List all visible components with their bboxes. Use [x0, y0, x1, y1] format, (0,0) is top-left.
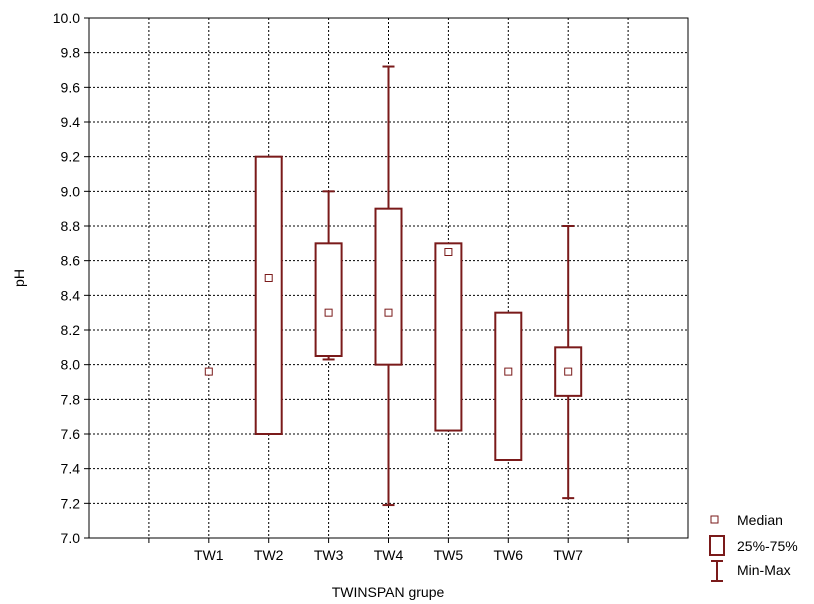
iqr-box — [254, 155, 283, 436]
y-tick-label: 8.6 — [61, 253, 81, 269]
legend-whisker-label: Min-Max — [737, 562, 791, 578]
y-tick-label: 8.2 — [61, 322, 81, 338]
box-tw1 — [204, 367, 213, 376]
legend-median-label: Median — [737, 512, 783, 528]
box-tw3 — [314, 190, 343, 361]
x-tick-label: TW7 — [553, 547, 583, 563]
y-tick-label: 7.6 — [61, 426, 81, 442]
iqr-box — [314, 242, 343, 357]
y-tick-label: 9.0 — [61, 183, 81, 199]
y-axis-ticks: 7.0 7.2 7.4 7.6 7.8 8.0 8.2 8.4 8.6 8.8 9.0 9.2 9.4 9… — [53, 10, 89, 546]
median-marker — [444, 248, 453, 256]
y-axis-label: pH — [11, 269, 27, 287]
x-tick-label: TW6 — [494, 547, 524, 563]
legend-median-marker — [710, 515, 719, 524]
y-tick-label: 8.4 — [61, 287, 81, 303]
y-tick-label: 10.0 — [53, 10, 80, 26]
box-tw2 — [254, 155, 283, 436]
box-tw7 — [554, 225, 583, 500]
box-tw4 — [374, 65, 403, 507]
median-marker — [264, 274, 273, 282]
y-tick-label: 9.4 — [61, 114, 81, 130]
y-tick-label: 9.6 — [61, 79, 81, 95]
y-tick-label: 7.0 — [61, 530, 81, 546]
y-tick-label: 9.2 — [61, 149, 81, 165]
y-tick-label: 8.8 — [61, 218, 81, 234]
x-tick-label: TW4 — [374, 547, 404, 563]
median-marker — [324, 308, 333, 317]
y-tick-label: 9.8 — [61, 45, 81, 61]
legend-box-marker — [709, 535, 725, 556]
legend-box-label: 25%-75% — [737, 538, 798, 554]
x-tick-label: TW5 — [434, 547, 464, 563]
iqr-box — [434, 242, 463, 432]
median-marker — [504, 367, 513, 376]
y-tick-label: 8.0 — [61, 357, 81, 373]
box-tw5 — [434, 242, 463, 432]
box-tw6 — [494, 311, 523, 461]
legend-whisker-marker — [711, 560, 723, 582]
x-tick-label: TW2 — [254, 547, 284, 563]
median-marker — [564, 367, 573, 376]
box-series — [204, 65, 583, 507]
x-axis-label: TWINSPAN grupe — [332, 584, 445, 600]
x-tick-label: TW1 — [194, 547, 224, 563]
iqr-box — [374, 207, 403, 366]
y-tick-label: 7.4 — [61, 461, 81, 477]
median-marker — [384, 308, 393, 317]
x-axis-ticks: TW1 TW2 TW3 TW4 TW5 TW6 TW7 — [148, 538, 629, 563]
iqr-box — [494, 311, 523, 461]
legend: Median 25%-75% Min-Max — [709, 512, 798, 582]
median-marker — [204, 367, 213, 376]
y-tick-label: 7.2 — [61, 495, 81, 511]
x-tick-label: TW3 — [314, 547, 344, 563]
y-tick-label: 7.8 — [61, 391, 81, 407]
